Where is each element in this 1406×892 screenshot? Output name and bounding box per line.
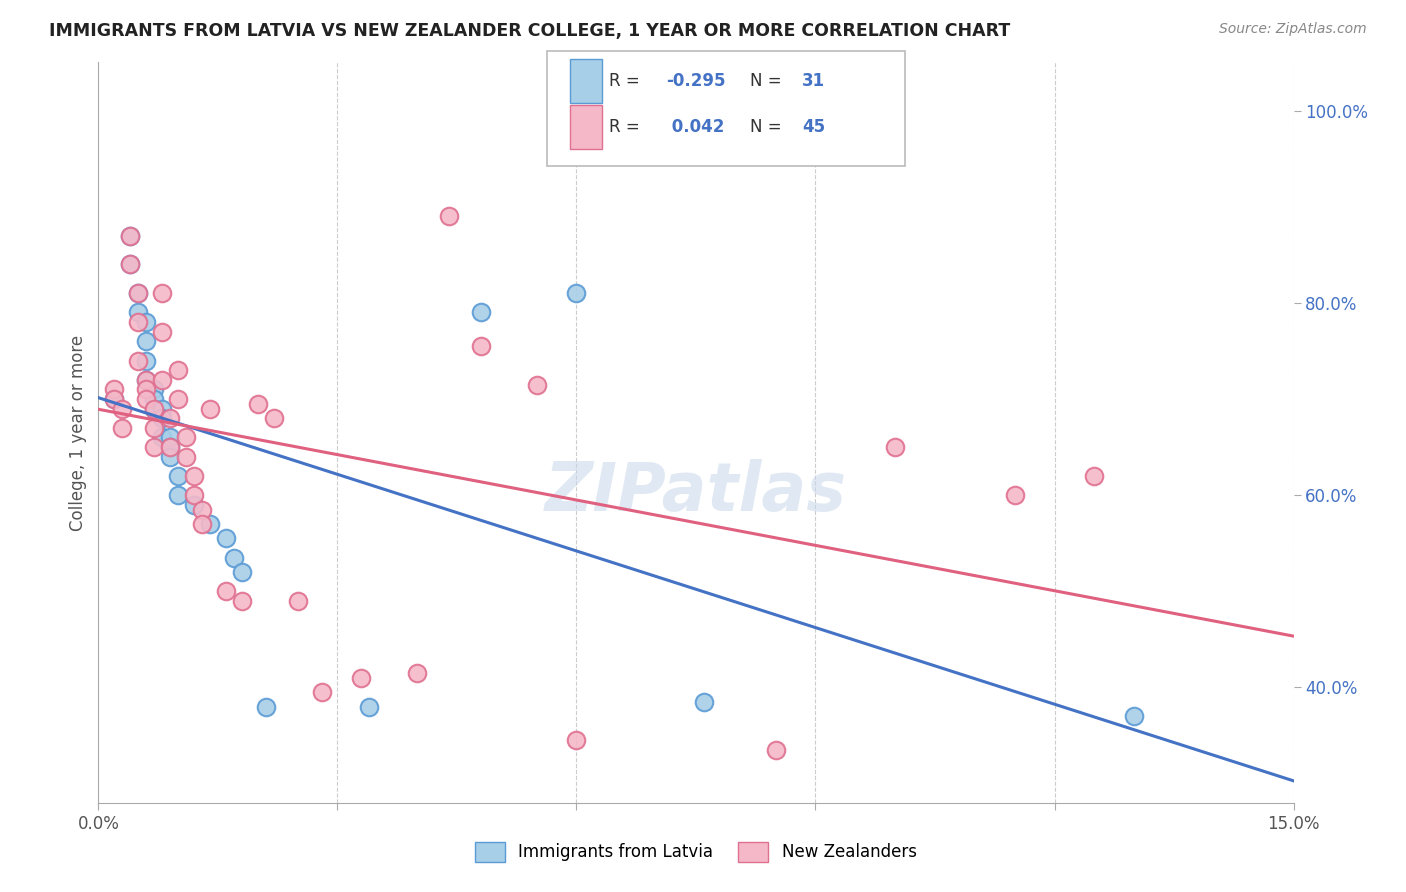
- Point: [174, 450, 197, 464]
- Point: [159, 440, 181, 454]
- Point: [135, 392, 157, 406]
- Point: [198, 401, 221, 416]
- FancyBboxPatch shape: [571, 105, 602, 149]
- Text: N =: N =: [749, 119, 782, 136]
- Point: [311, 685, 333, 699]
- FancyBboxPatch shape: [547, 52, 905, 166]
- Point: [198, 516, 221, 531]
- Text: 31: 31: [803, 72, 825, 90]
- Legend: Immigrants from Latvia, New Zealanders: Immigrants from Latvia, New Zealanders: [468, 835, 924, 869]
- Point: [135, 373, 157, 387]
- Point: [159, 450, 181, 464]
- Text: 45: 45: [803, 119, 825, 136]
- Text: -0.295: -0.295: [666, 72, 725, 90]
- Point: [231, 594, 253, 608]
- Point: [103, 382, 125, 396]
- Point: [1123, 709, 1146, 723]
- Point: [120, 257, 142, 271]
- Text: N =: N =: [749, 72, 782, 90]
- Point: [183, 498, 205, 512]
- Text: ZIPatlas: ZIPatlas: [546, 458, 846, 524]
- Point: [150, 373, 173, 387]
- Text: R =: R =: [609, 72, 640, 90]
- Point: [884, 440, 907, 454]
- Point: [350, 671, 373, 685]
- Point: [359, 699, 381, 714]
- Point: [127, 353, 149, 368]
- Text: R =: R =: [609, 119, 640, 136]
- Point: [135, 353, 157, 368]
- Point: [526, 377, 548, 392]
- Point: [120, 228, 142, 243]
- Point: [135, 334, 157, 349]
- Point: [159, 440, 181, 454]
- Point: [167, 488, 190, 502]
- Point: [167, 392, 190, 406]
- Point: [120, 257, 142, 271]
- Point: [143, 421, 166, 435]
- Point: [103, 392, 125, 406]
- Point: [263, 411, 285, 425]
- Y-axis label: College, 1 year or more: College, 1 year or more: [69, 334, 87, 531]
- Point: [143, 392, 166, 406]
- Point: [127, 286, 149, 301]
- Point: [167, 469, 190, 483]
- Point: [693, 695, 716, 709]
- Point: [111, 421, 134, 435]
- Point: [150, 401, 173, 416]
- Point: [143, 440, 166, 454]
- Point: [287, 594, 309, 608]
- Point: [565, 286, 588, 301]
- Point: [127, 315, 149, 329]
- Point: [143, 382, 166, 396]
- Point: [135, 382, 157, 396]
- Point: [183, 488, 205, 502]
- Point: [191, 502, 214, 516]
- Text: 0.042: 0.042: [666, 119, 724, 136]
- Text: IMMIGRANTS FROM LATVIA VS NEW ZEALANDER COLLEGE, 1 YEAR OR MORE CORRELATION CHAR: IMMIGRANTS FROM LATVIA VS NEW ZEALANDER …: [49, 22, 1011, 40]
- Point: [565, 733, 588, 747]
- Text: Source: ZipAtlas.com: Source: ZipAtlas.com: [1219, 22, 1367, 37]
- Point: [470, 305, 492, 319]
- Point: [150, 430, 173, 444]
- Point: [150, 411, 173, 425]
- Point: [246, 397, 269, 411]
- Point: [470, 339, 492, 353]
- Point: [135, 315, 157, 329]
- Point: [1004, 488, 1026, 502]
- Point: [231, 565, 253, 579]
- Point: [254, 699, 277, 714]
- Point: [183, 469, 205, 483]
- Point: [143, 401, 166, 416]
- Point: [406, 665, 429, 680]
- Point: [127, 305, 149, 319]
- Point: [111, 401, 134, 416]
- Point: [222, 550, 245, 565]
- Point: [150, 286, 173, 301]
- Point: [215, 584, 238, 599]
- Point: [215, 532, 238, 546]
- Point: [159, 411, 181, 425]
- Point: [191, 516, 214, 531]
- Point: [1083, 469, 1105, 483]
- FancyBboxPatch shape: [571, 60, 602, 103]
- Point: [437, 209, 460, 223]
- Point: [120, 228, 142, 243]
- Point: [143, 401, 166, 416]
- Point: [135, 373, 157, 387]
- Point: [159, 430, 181, 444]
- Point: [150, 325, 173, 339]
- Point: [174, 430, 197, 444]
- Point: [167, 363, 190, 377]
- Point: [765, 743, 787, 757]
- Point: [127, 286, 149, 301]
- Point: [103, 392, 125, 406]
